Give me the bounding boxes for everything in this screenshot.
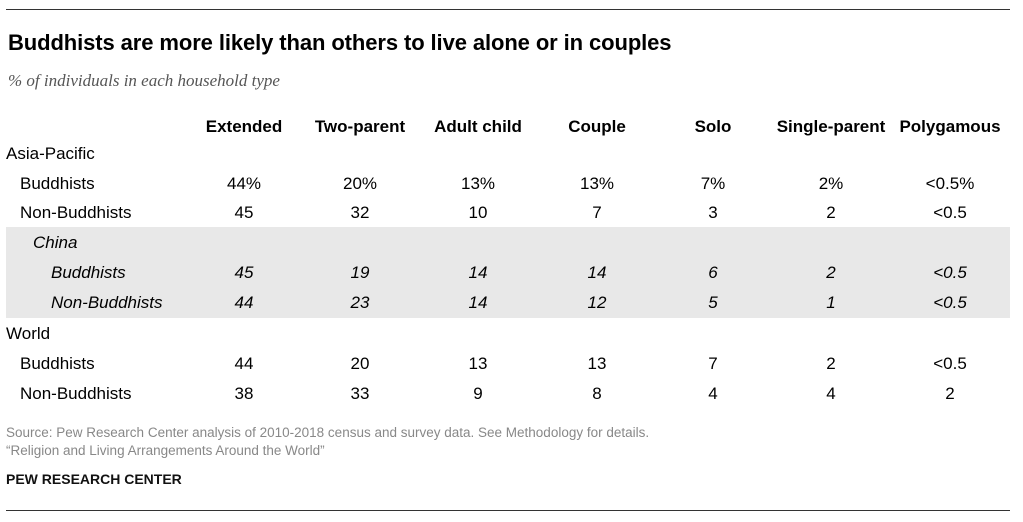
data-table: Extended Two-parent Adult child Couple S…	[0, 112, 1023, 412]
column-header-two-parent: Two-parent	[314, 117, 406, 136]
column-header-solo: Solo	[694, 117, 732, 136]
table-row: Non-Buddhists 45 32 10 7 3 2 <0.5	[0, 198, 1023, 228]
cell-single-parent: 1	[826, 293, 836, 312]
cell-single-parent: 4	[826, 384, 836, 403]
report-title: “Religion and Living Arrangements Around…	[6, 443, 325, 458]
cell-adult-child: 13%	[460, 174, 496, 193]
row-label: Non-Buddhists	[51, 293, 163, 312]
group-row-china: China	[0, 228, 1023, 258]
column-header-row: Extended Two-parent Adult child Couple S…	[0, 112, 1023, 142]
column-header-single-parent: Single-parent	[776, 117, 886, 136]
column-header-extended: Extended	[205, 117, 283, 136]
cell-couple: 12	[587, 293, 607, 312]
bottom-rule	[6, 510, 1010, 511]
cell-solo: 7	[708, 354, 718, 373]
cell-solo: 7%	[700, 174, 726, 193]
source-note: Source: Pew Research Center analysis of …	[6, 424, 649, 460]
cell-couple: 8	[592, 384, 602, 403]
cell-solo: 5	[708, 293, 718, 312]
cell-couple: 14	[587, 263, 607, 282]
cell-couple: 13%	[579, 174, 615, 193]
cell-polygamous: <0.5	[933, 263, 967, 282]
cell-polygamous: <0.5%	[925, 174, 975, 193]
cell-extended: 45	[234, 203, 254, 222]
cell-adult-child: 10	[468, 203, 488, 222]
cell-polygamous: <0.5	[933, 354, 967, 373]
cell-solo: 3	[708, 203, 718, 222]
chart-subtitle: % of individuals in each household type	[8, 71, 280, 90]
table-row: Non-Buddhists 44 23 14 12 5 1 <0.5	[0, 288, 1023, 318]
china-highlight-band	[6, 227, 1010, 318]
table-row: Buddhists 44 20 13 13 7 2 <0.5	[0, 349, 1023, 379]
group-label: World	[6, 324, 51, 343]
cell-two-parent: 19	[350, 263, 370, 282]
cell-adult-child: 13	[468, 354, 488, 373]
row-label: Non-Buddhists	[20, 203, 132, 222]
table-row: Non-Buddhists 38 33 9 8 4 4 2	[0, 379, 1023, 409]
group-label: Asia-Pacific	[6, 144, 95, 163]
chart-title: Buddhists are more likely than others to…	[8, 30, 672, 55]
row-label: Buddhists	[20, 354, 95, 373]
cell-solo: 6	[708, 263, 718, 282]
cell-two-parent: 33	[350, 384, 370, 403]
cell-single-parent: 2	[826, 263, 836, 282]
group-label: China	[33, 233, 78, 252]
group-row-world: World	[0, 319, 1023, 349]
row-label: Non-Buddhists	[20, 384, 132, 403]
cell-solo: 4	[708, 384, 718, 403]
row-label: Buddhists	[51, 263, 126, 282]
cell-polygamous: <0.5	[933, 293, 967, 312]
cell-polygamous: <0.5	[933, 203, 967, 222]
brand-label: PEW RESEARCH CENTER	[6, 471, 182, 487]
cell-polygamous: 2	[945, 384, 955, 403]
source-text: Source: Pew Research Center analysis of …	[6, 425, 650, 440]
cell-two-parent: 20%	[342, 174, 378, 193]
table-row: Buddhists 45 19 14 14 6 2 <0.5	[0, 258, 1023, 288]
cell-single-parent: 2	[826, 203, 836, 222]
cell-adult-child: 9	[473, 384, 483, 403]
cell-couple: 7	[592, 203, 602, 222]
cell-single-parent: 2%	[818, 174, 844, 193]
cell-adult-child: 14	[468, 263, 488, 282]
group-row-asia-pacific: Asia-Pacific	[0, 139, 1023, 169]
cell-extended: 44	[234, 293, 254, 312]
cell-extended: 44	[234, 354, 254, 373]
column-header-adult-child: Adult child	[434, 117, 522, 136]
cell-two-parent: 23	[350, 293, 370, 312]
cell-two-parent: 32	[350, 203, 370, 222]
cell-single-parent: 2	[826, 354, 836, 373]
cell-adult-child: 14	[468, 293, 488, 312]
row-label: Buddhists	[20, 174, 95, 193]
cell-extended: 45	[234, 263, 254, 282]
top-rule	[6, 9, 1010, 10]
cell-extended: 44%	[226, 174, 262, 193]
column-header-couple: Couple	[568, 117, 626, 136]
cell-two-parent: 20	[350, 354, 370, 373]
cell-couple: 13	[587, 354, 607, 373]
column-header-polygamous: Polygamous	[899, 117, 1001, 136]
cell-extended: 38	[234, 384, 254, 403]
table-row: Buddhists 44% 20% 13% 13% 7% 2% <0.5%	[0, 169, 1023, 199]
